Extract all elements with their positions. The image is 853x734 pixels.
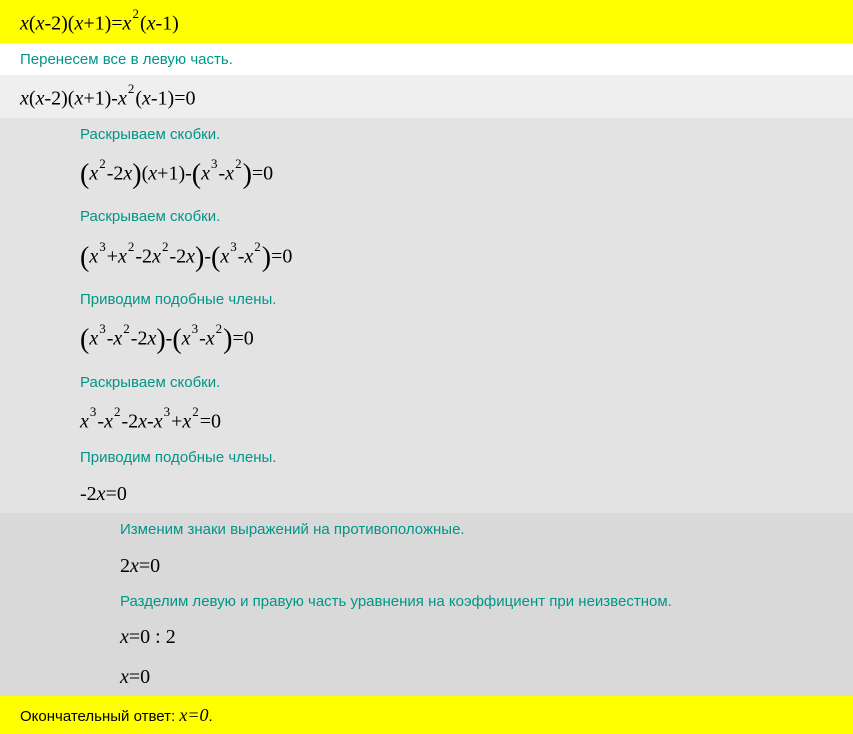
equation-text: x=0 : 2 [120, 622, 176, 652]
equation-text: x(x-2)(x+1)=x2(x-1) [20, 4, 179, 39]
step-equation: (x3-x2-2x)-(x3-x2)=0 [0, 315, 853, 365]
step-equation: (x2-2x)(x+1)-(x3-x2)=0 [0, 150, 853, 200]
step-caption: Изменим знаки выражений на противоположн… [0, 513, 853, 546]
equation-text: (x3-x2-2x)-(x3-x2)=0 [80, 319, 254, 361]
step-caption: Раскрываем скобки. [0, 366, 853, 399]
final-label: Окончательный ответ: [20, 708, 179, 725]
equation-text: x3-x2-2x-x3+x2=0 [80, 402, 221, 437]
final-suffix: . [208, 708, 212, 725]
step-caption: Раскрываем скобки. [0, 118, 853, 151]
step-equation: x3-x2-2x-x3+x2=0 [0, 398, 853, 441]
equation-text: (x3+x2-2x2-2x)-(x3-x2)=0 [80, 237, 292, 279]
step-caption: Приводим подобные члены. [0, 441, 853, 474]
equation-text: 2x=0 [120, 551, 160, 581]
step-equation: (x3+x2-2x2-2x)-(x3-x2)=0 [0, 233, 853, 283]
equation-text: x(x-2)(x+1)-x2(x-1)=0 [20, 79, 196, 114]
step-equation: x=0 : 2 [0, 617, 853, 656]
step-caption: Перенесем все в левую часть. [0, 43, 853, 76]
step-equation: x=0 [0, 656, 853, 695]
final-answer: Окончательный ответ: x=0. [0, 696, 853, 734]
final-value: x=0 [179, 705, 208, 725]
step-equation: x(x-2)(x+1)-x2(x-1)=0 [0, 75, 853, 118]
step-equation: 2x=0 [0, 545, 853, 584]
step-equation: -2x=0 [0, 473, 853, 512]
equation-text: x=0 [120, 662, 150, 692]
equation-text: -2x=0 [80, 479, 127, 509]
step-caption: Приводим подобные члены. [0, 283, 853, 316]
equation-text: (x2-2x)(x+1)-(x3-x2)=0 [80, 154, 273, 196]
problem-equation: x(x-2)(x+1)=x2(x-1) [0, 0, 853, 43]
step-caption: Разделим левую и правую часть уравнения … [0, 585, 853, 618]
step-caption: Раскрываем скобки. [0, 200, 853, 233]
